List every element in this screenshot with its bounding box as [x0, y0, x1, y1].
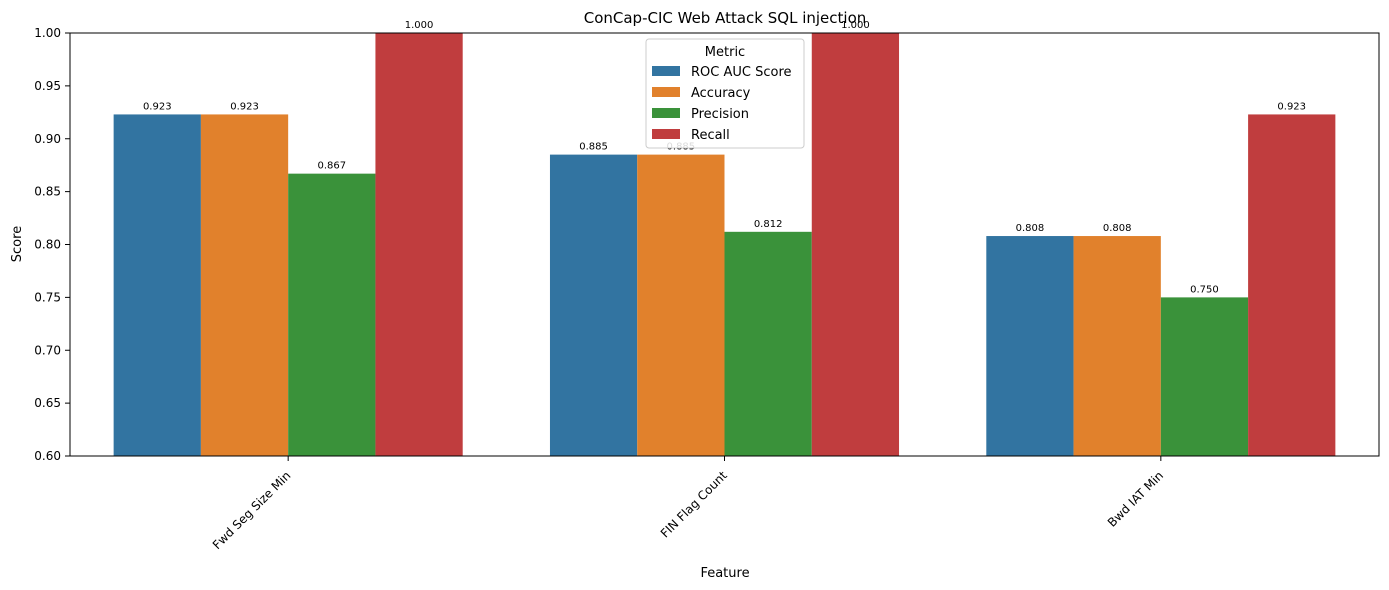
- bar-value-label: 0.867: [317, 161, 346, 172]
- y-tick-label: 0.90: [34, 132, 61, 146]
- bar: [811, 33, 900, 456]
- bar-value-label: 0.885: [579, 142, 608, 153]
- legend-swatch: [652, 66, 680, 76]
- bar-value-label: 1.000: [841, 20, 870, 31]
- legend-frame: [645, 38, 805, 149]
- bar-value-label: 0.923: [143, 101, 172, 112]
- y-tick-label: 0.70: [34, 343, 61, 357]
- x-axis-label: Feature: [700, 566, 749, 581]
- bar-value-label: 0.812: [754, 219, 783, 230]
- bar-value-label: 0.923: [1277, 101, 1306, 112]
- y-axis-label: Score: [10, 226, 25, 262]
- bar: [724, 231, 812, 456]
- bar: [1073, 236, 1161, 456]
- legend-swatch: [652, 87, 680, 97]
- legend-items: ROC AUC Score Accuracy Precision Recall: [652, 65, 792, 143]
- legend-item-label: Accuracy: [691, 86, 751, 101]
- bar: [375, 33, 463, 456]
- bar: [200, 114, 289, 456]
- bar: [1160, 297, 1249, 456]
- legend: Metric ROC AUC Score Accuracy Precision Rec…: [645, 38, 805, 149]
- bar: [549, 154, 638, 456]
- legend-title: Metric: [705, 45, 745, 60]
- chart-title: ConCap-CIC Web Attack SQL injection: [584, 9, 867, 27]
- x-tick-label: FIN Flag Count: [658, 468, 730, 540]
- x-tick-label: Fwd Seg Size Min: [210, 468, 294, 552]
- legend-swatch: [652, 129, 680, 139]
- y-tick-label: 0.80: [34, 238, 61, 252]
- y-tick-label: 0.85: [34, 185, 61, 199]
- bar: [288, 173, 376, 456]
- legend-item-label: ROC AUC Score: [691, 65, 792, 80]
- legend-item-label: Recall: [691, 128, 730, 143]
- y-tick-label: 0.75: [34, 290, 61, 304]
- bar-value-label: 0.750: [1190, 284, 1219, 295]
- legend-swatch: [652, 108, 680, 118]
- bar-value-label: 0.923: [230, 101, 259, 112]
- bar-value-label: 0.808: [1016, 223, 1045, 234]
- y-tick-label: 1.00: [34, 26, 61, 40]
- legend-item-label: Precision: [691, 107, 749, 122]
- bar-value-label: 1.000: [405, 20, 434, 31]
- y-tick-label: 0.65: [34, 396, 61, 410]
- axes-frame: [69, 32, 1380, 457]
- bars-group: [113, 33, 1336, 456]
- bar: [986, 236, 1074, 456]
- bar: [113, 114, 201, 456]
- y-tick-label: 0.95: [34, 79, 61, 93]
- bar: [1248, 114, 1336, 456]
- y-tick-label: 0.60: [34, 449, 61, 463]
- x-tick-label: Bwd IAT Min: [1105, 468, 1166, 529]
- bar: [637, 154, 725, 456]
- bar-value-label: 0.808: [1103, 223, 1132, 234]
